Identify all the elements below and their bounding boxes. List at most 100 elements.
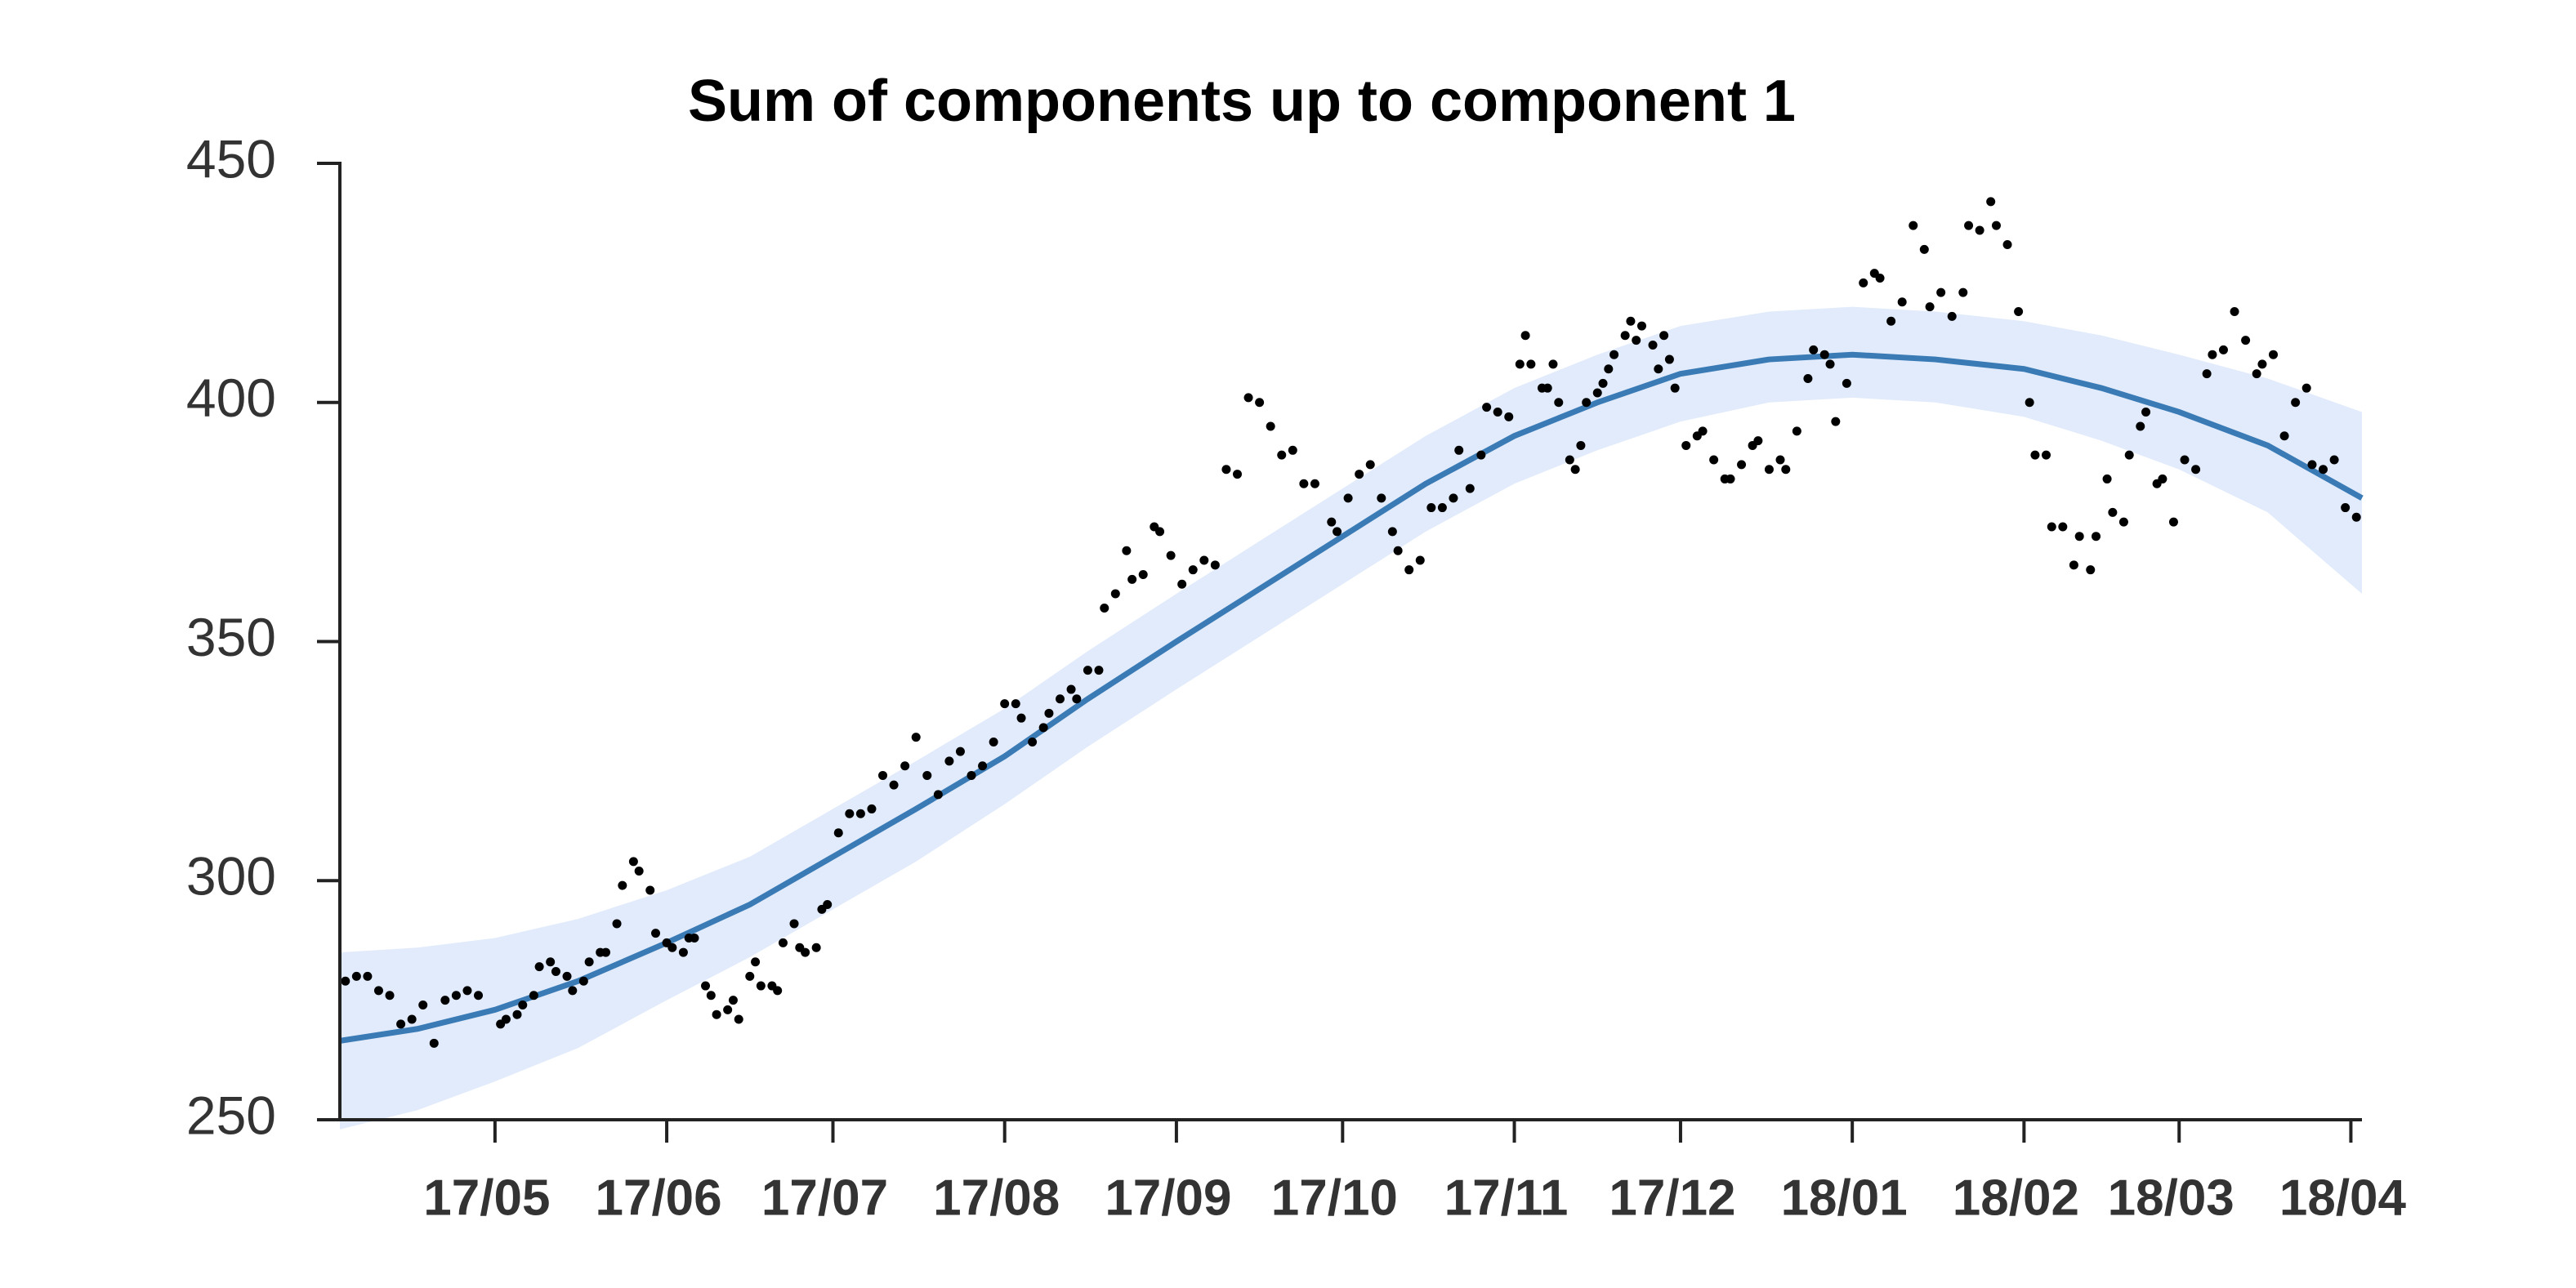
data-point bbox=[1044, 708, 1054, 718]
data-point bbox=[373, 986, 383, 996]
data-point bbox=[440, 996, 450, 1005]
data-point bbox=[728, 996, 738, 1005]
data-point bbox=[1288, 445, 1297, 455]
data-point bbox=[2047, 522, 2056, 532]
data-point bbox=[2341, 503, 2351, 513]
data-point bbox=[2191, 465, 2201, 475]
data-point bbox=[645, 885, 655, 895]
data-point bbox=[867, 804, 877, 813]
data-point bbox=[1659, 331, 1669, 341]
data-point bbox=[529, 991, 538, 1001]
x-tick-label: 17/11 bbox=[1444, 1170, 1569, 1226]
data-point bbox=[989, 737, 998, 747]
data-point bbox=[1582, 398, 1592, 408]
data-point bbox=[1548, 359, 1558, 369]
data-point bbox=[955, 747, 965, 756]
data-point bbox=[1266, 421, 1275, 431]
band-layer bbox=[339, 306, 2364, 1130]
data-point bbox=[1632, 336, 1641, 345]
data-point bbox=[922, 770, 932, 780]
data-point bbox=[1515, 359, 1525, 369]
data-point bbox=[2329, 455, 2339, 465]
data-point bbox=[1753, 436, 1763, 446]
data-point bbox=[1277, 450, 1287, 460]
data-point bbox=[1476, 450, 1486, 460]
data-point bbox=[1415, 555, 1425, 565]
data-point bbox=[878, 770, 888, 780]
data-point bbox=[618, 880, 627, 890]
data-point bbox=[2002, 240, 2012, 250]
data-point bbox=[2202, 369, 2212, 379]
data-point bbox=[801, 947, 810, 957]
data-point bbox=[2180, 455, 2190, 465]
data-point bbox=[1554, 398, 1564, 408]
data-point bbox=[789, 919, 799, 929]
data-point bbox=[845, 809, 855, 818]
data-point bbox=[690, 934, 699, 943]
data-point bbox=[1327, 517, 1337, 527]
data-point bbox=[1465, 484, 1475, 493]
data-point bbox=[1000, 699, 1010, 709]
data-point bbox=[2307, 460, 2317, 470]
data-point bbox=[1243, 393, 1253, 403]
data-point bbox=[1886, 316, 1896, 326]
data-point bbox=[1221, 465, 1231, 475]
data-point bbox=[1859, 278, 1868, 287]
data-point bbox=[1803, 373, 1813, 383]
data-point bbox=[2230, 307, 2239, 317]
data-point bbox=[1166, 550, 1176, 560]
y-tick-label: 450 bbox=[186, 128, 276, 189]
data-point bbox=[1122, 546, 1132, 555]
data-point bbox=[1066, 684, 1076, 694]
data-point bbox=[462, 986, 472, 996]
data-point bbox=[1127, 574, 1137, 584]
data-point bbox=[628, 857, 638, 867]
data-point bbox=[1504, 412, 1514, 421]
data-point bbox=[1028, 737, 1038, 747]
data-point bbox=[1387, 527, 1397, 537]
data-point bbox=[756, 981, 766, 991]
x-tick-label: 17/05 bbox=[423, 1170, 550, 1226]
data-point bbox=[2108, 507, 2118, 517]
data-point bbox=[1620, 331, 1630, 341]
data-point bbox=[1831, 417, 1841, 426]
data-point bbox=[1377, 493, 1386, 503]
data-point bbox=[1670, 383, 1680, 393]
data-point bbox=[855, 809, 865, 818]
data-point bbox=[833, 828, 843, 838]
data-point bbox=[474, 991, 484, 1001]
data-point bbox=[1333, 527, 1342, 537]
data-point bbox=[1526, 359, 1536, 369]
data-point bbox=[1493, 407, 1502, 417]
data-point bbox=[562, 971, 572, 981]
data-point bbox=[2118, 517, 2128, 527]
data-point bbox=[1609, 350, 1619, 359]
data-point bbox=[2086, 565, 2096, 575]
data-point bbox=[1654, 364, 1663, 374]
data-point bbox=[351, 971, 361, 981]
data-point bbox=[1576, 440, 1586, 450]
data-point bbox=[2102, 474, 2112, 484]
data-point bbox=[1299, 479, 1309, 488]
axes-layer: 250 300 350 400 450 17/05 17/06 17/07 17/08 17/09… bbox=[186, 128, 2407, 1226]
data-point bbox=[773, 986, 783, 996]
data-point bbox=[2074, 532, 2084, 541]
data-point bbox=[1636, 321, 1646, 331]
data-point bbox=[651, 929, 661, 938]
data-point bbox=[823, 900, 833, 910]
data-point bbox=[2041, 450, 2051, 460]
points-layer bbox=[341, 197, 2361, 1048]
data-point bbox=[1598, 378, 1608, 388]
data-point bbox=[1177, 579, 1187, 589]
data-point bbox=[1648, 340, 1658, 350]
data-point bbox=[1255, 398, 1265, 408]
data-point bbox=[341, 976, 350, 986]
data-point bbox=[1343, 493, 1353, 503]
data-point bbox=[1726, 474, 1735, 484]
data-point bbox=[1964, 221, 1974, 230]
data-point bbox=[778, 938, 788, 947]
data-point bbox=[911, 733, 921, 742]
data-point bbox=[1764, 465, 1774, 475]
data-point bbox=[1565, 455, 1574, 465]
data-point bbox=[751, 957, 761, 967]
